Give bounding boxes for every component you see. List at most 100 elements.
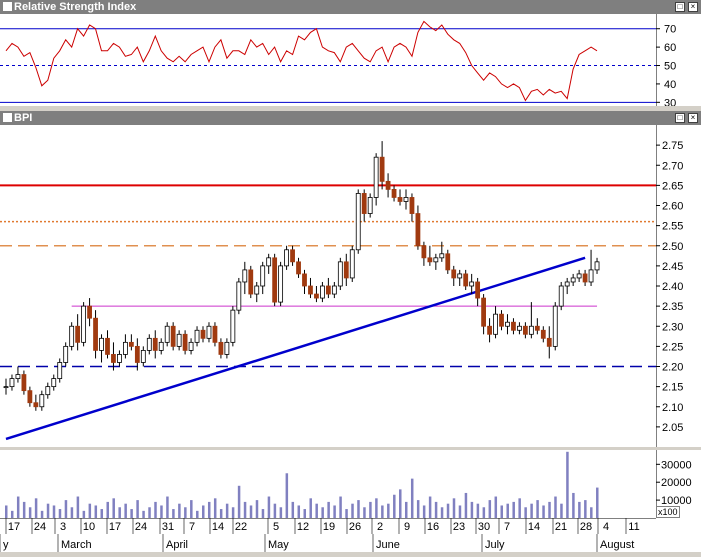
- volume-bar: [76, 496, 80, 518]
- volume-bar: [5, 505, 8, 518]
- candle-body: [39, 394, 45, 408]
- price-tick-label: 2.35: [662, 301, 683, 313]
- volume-bar: [16, 496, 20, 518]
- volume-tick-label: 30000: [661, 459, 692, 471]
- day-tick-label: 10: [83, 521, 95, 533]
- volume-bar: [28, 507, 32, 518]
- candle-body: [170, 325, 176, 347]
- candle-body: [361, 193, 367, 214]
- day-tick-label: 17: [109, 521, 121, 533]
- candle-body: [87, 305, 92, 319]
- volume-bar: [315, 503, 318, 518]
- candle-body: [367, 197, 373, 214]
- volume-bar: [500, 505, 504, 518]
- volume-bar: [285, 473, 289, 518]
- rsi-series-line: [5, 20, 598, 102]
- volume-bar: [387, 503, 390, 518]
- volume-bar: [339, 496, 342, 518]
- volume-bar: [494, 496, 498, 518]
- volume-bar: [136, 500, 139, 518]
- volume-bar: [333, 505, 336, 518]
- day-tick-label: 24: [34, 521, 46, 533]
- volume-bar: [488, 500, 492, 518]
- volume-bar: [267, 496, 271, 518]
- candle-body: [99, 337, 104, 351]
- price-tick-label: 2.75: [662, 140, 683, 152]
- day-tick-label: 23: [453, 521, 465, 533]
- volume-bar: [482, 507, 486, 518]
- restore-icon[interactable]: □: [675, 113, 685, 123]
- close-icon[interactable]: ×: [688, 113, 698, 123]
- candle-body: [421, 245, 427, 259]
- candle-body: [45, 386, 51, 396]
- price-tick-label: 2.20: [662, 362, 683, 374]
- day-tick-label: 12: [297, 521, 309, 533]
- candle-body: [331, 285, 337, 295]
- price-tick-label: 2.70: [662, 160, 683, 172]
- volume-bar: [249, 505, 253, 518]
- candle-body: [188, 341, 194, 351]
- volume-bar: [596, 487, 599, 518]
- candle-body: [272, 257, 278, 303]
- volume-multiplier-label: x100: [656, 506, 680, 518]
- rsi-panel-titlebar[interactable]: Relative Strength Index □ ×: [0, 0, 701, 14]
- day-tick-label: 14: [528, 521, 540, 533]
- volume-bar: [381, 505, 384, 518]
- volume-bar: [578, 501, 581, 518]
- volume-bar: [219, 509, 223, 518]
- volume-bar: [560, 503, 563, 518]
- volume-bar: [130, 509, 133, 518]
- volume-bar: [434, 501, 438, 518]
- candle-body: [212, 325, 218, 343]
- month-label: June: [376, 539, 400, 551]
- candle-body: [176, 333, 182, 347]
- restore-icon[interactable]: □: [675, 2, 685, 12]
- candle-body: [260, 265, 266, 287]
- volume-bar: [297, 505, 301, 518]
- volume-bar: [118, 507, 121, 518]
- candle-body: [409, 197, 415, 214]
- candle-body: [397, 197, 403, 202]
- volume-bar: [357, 500, 360, 518]
- day-tick-label: 5: [273, 521, 279, 533]
- volume-bar: [345, 509, 348, 518]
- volume-y-axis: 10000 20000 30000 x100: [655, 450, 701, 518]
- price-tick-label: 2.15: [662, 382, 683, 394]
- candle-body: [427, 257, 433, 263]
- volume-bar: [416, 500, 420, 518]
- rsi-tick-label: 70: [664, 24, 676, 36]
- candle-body: [9, 378, 15, 388]
- volume-bar: [512, 501, 515, 518]
- volume-bar: [548, 501, 551, 518]
- candle-body: [433, 257, 439, 263]
- volume-bar: [172, 509, 175, 518]
- volume-bar: [446, 503, 450, 518]
- candle-body: [33, 402, 39, 408]
- volume-bar: [261, 509, 265, 518]
- candle-body: [236, 281, 242, 311]
- day-tick-label: 21: [555, 521, 567, 533]
- price-chart: [0, 141, 656, 441]
- candle-body: [343, 261, 349, 279]
- volume-bar: [422, 505, 426, 518]
- candle-body: [278, 265, 284, 303]
- candle-body: [224, 341, 230, 355]
- candle-body: [63, 345, 69, 363]
- price-panel-titlebar[interactable]: BPI □ ×: [0, 111, 701, 125]
- volume-bar: [40, 510, 44, 518]
- close-icon[interactable]: ×: [688, 2, 698, 12]
- volume-bar: [10, 510, 14, 518]
- volume-bar: [279, 507, 283, 518]
- volume-bar: [369, 501, 372, 518]
- candle-body: [391, 189, 397, 198]
- volume-bar: [440, 507, 444, 518]
- price-tick-label: 2.05: [662, 422, 683, 434]
- day-tick-label: 19: [323, 521, 335, 533]
- candle-body: [373, 156, 379, 198]
- candle-body: [93, 317, 98, 351]
- volume-bar: [542, 505, 545, 518]
- candle-body: [206, 325, 212, 339]
- volume-bar: [243, 501, 247, 518]
- candle-body: [576, 273, 582, 279]
- candle-body: [582, 273, 588, 283]
